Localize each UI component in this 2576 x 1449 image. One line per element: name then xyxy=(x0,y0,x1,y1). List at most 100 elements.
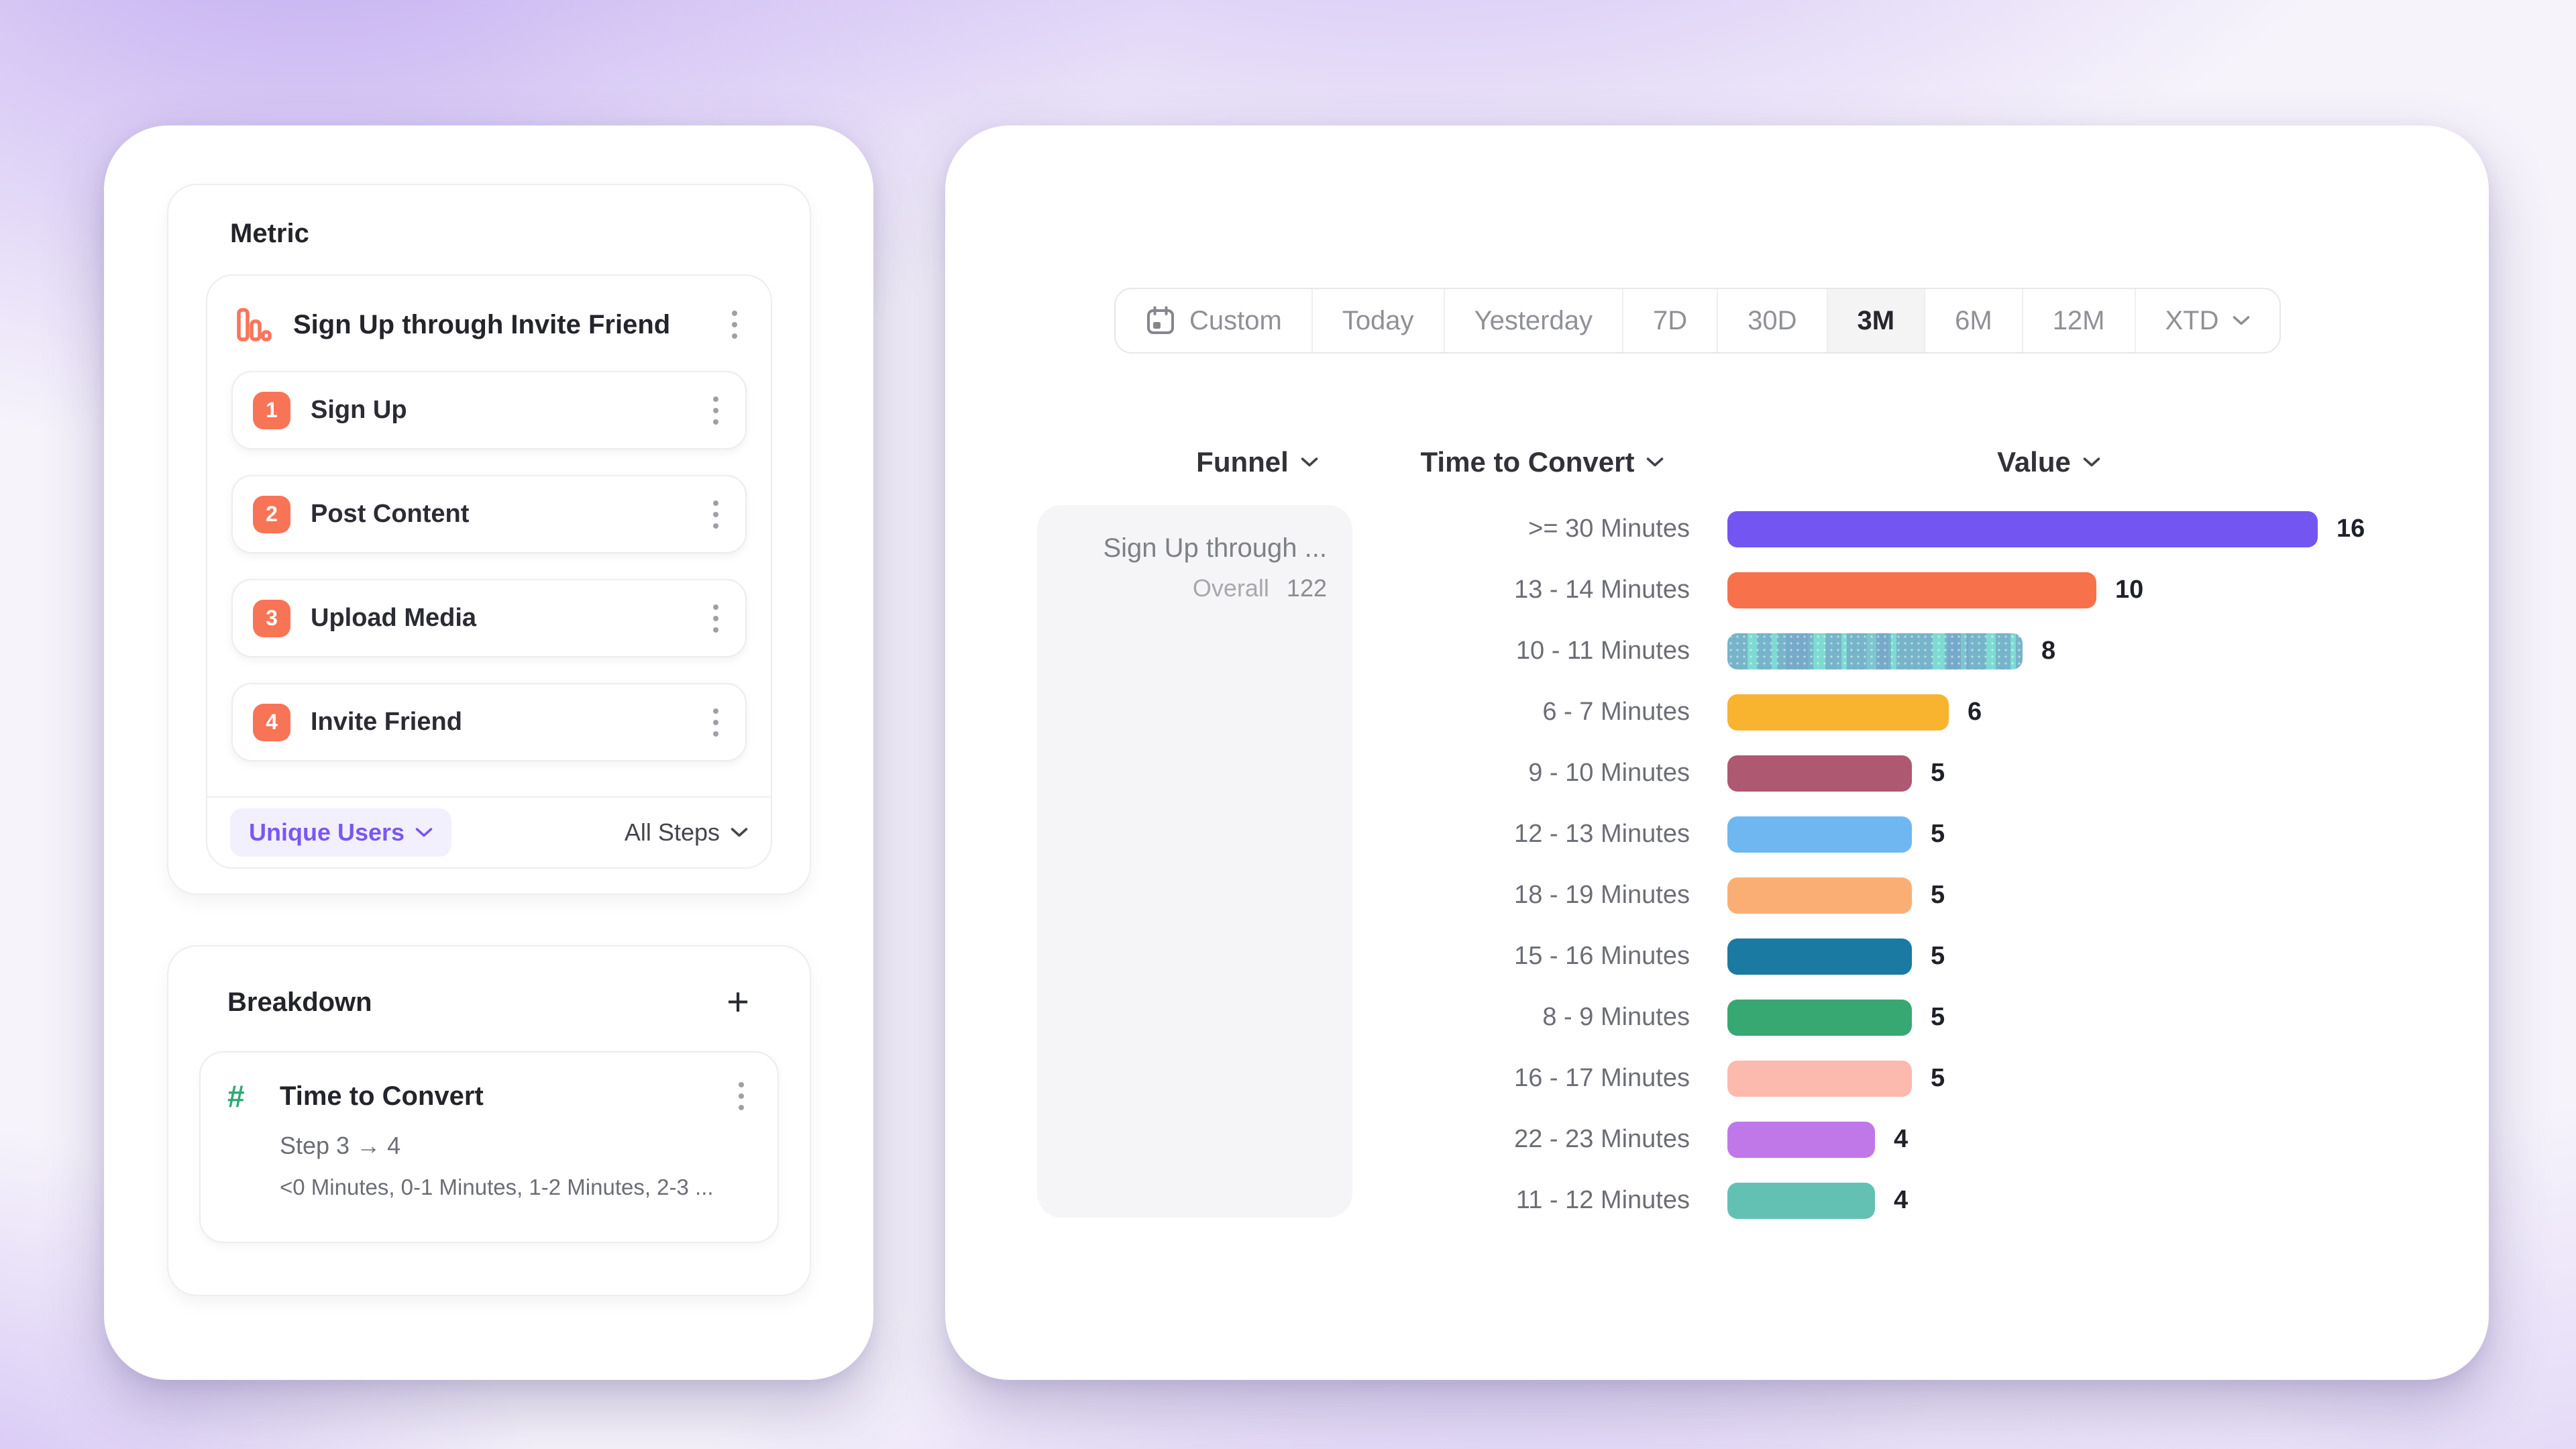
kebab-menu-icon[interactable] xyxy=(706,600,725,637)
chart-value-label: 5 xyxy=(1931,881,1945,909)
chart-category-label: 13 - 14 Minutes xyxy=(1514,576,1690,604)
chart-value-label: 8 xyxy=(2041,637,2056,665)
chart-value-label: 5 xyxy=(1931,1003,1945,1031)
range-option-label: 12M xyxy=(2052,305,2105,335)
breakdown-property-name: Time to Convert xyxy=(280,1081,484,1111)
range-option-7d[interactable]: 7D xyxy=(1623,289,1719,352)
calendar-icon xyxy=(1147,306,1174,334)
funnel-step-post-content[interactable]: 2 Post Content xyxy=(231,475,747,553)
kebab-menu-icon[interactable] xyxy=(725,307,744,343)
chart-row: 13 - 14 Minutes 10 xyxy=(1375,559,2365,621)
chevron-down-icon xyxy=(415,828,433,837)
chart-category-label: 12 - 13 Minutes xyxy=(1514,820,1690,848)
metric-card: Metric Sign Up through Invite Friend 1 Si… xyxy=(167,184,811,895)
chart-bar[interactable] xyxy=(1727,877,1912,914)
step-label: Upload Media xyxy=(311,604,477,632)
counting-method-dropdown[interactable]: Unique Users xyxy=(230,808,452,857)
chart-bar-track: 5 xyxy=(1727,755,1945,792)
add-breakdown-button[interactable]: + xyxy=(727,980,749,1024)
funnel-cell[interactable]: Sign Up through ... Overall 122 xyxy=(1037,505,1352,1218)
chart-bar-track: 5 xyxy=(1727,816,1945,853)
chart-row: 15 - 16 Minutes 5 xyxy=(1375,926,2365,987)
chart-row: 11 - 12 Minutes 4 xyxy=(1375,1170,2365,1231)
range-option-label: 7D xyxy=(1653,305,1688,335)
step-number-badge: 3 xyxy=(253,599,290,637)
chart-bar[interactable] xyxy=(1727,1182,1875,1219)
breakdown-card: Breakdown + # Time to Convert Step 3 → 4… xyxy=(167,945,811,1296)
chart-row: 8 - 9 Minutes 5 xyxy=(1375,987,2365,1048)
breakdown-property-row: # Time to Convert xyxy=(227,1078,751,1114)
range-option-30d[interactable]: 30D xyxy=(1718,289,1828,352)
chart-bar[interactable] xyxy=(1727,816,1912,853)
chart-category-label: 15 - 16 Minutes xyxy=(1514,942,1690,970)
steps-scope-label: All Steps xyxy=(624,818,720,846)
funnel-step-upload-media[interactable]: 3 Upload Media xyxy=(231,579,747,657)
chart-category-label: 8 - 9 Minutes xyxy=(1542,1003,1690,1031)
chart-value-label: 5 xyxy=(1931,759,1945,787)
step-number-badge: 4 xyxy=(253,703,290,741)
range-option-today[interactable]: Today xyxy=(1313,289,1445,352)
breakdown-section-title: Breakdown xyxy=(227,987,372,1017)
kebab-menu-icon[interactable] xyxy=(706,496,725,533)
query-builder-panel: Metric Sign Up through Invite Friend 1 Si… xyxy=(104,125,873,1380)
range-option-yesterday[interactable]: Yesterday xyxy=(1445,289,1623,352)
chart-category-label: 6 - 7 Minutes xyxy=(1542,698,1690,726)
range-option-xtd[interactable]: XTD xyxy=(2136,289,2279,352)
chevron-down-icon xyxy=(1647,458,1664,467)
chart-row: 10 - 11 Minutes 8 xyxy=(1375,621,2365,682)
chart-bar[interactable] xyxy=(1727,1060,1912,1097)
step-label: Post Content xyxy=(311,500,470,528)
range-option-label: XTD xyxy=(2165,305,2219,335)
hash-icon: # xyxy=(227,1079,245,1114)
chart-value-label: 5 xyxy=(1931,820,1945,848)
range-option-label: 3M xyxy=(1857,305,1895,335)
funnel-cell-overall: Overall 122 xyxy=(1057,574,1327,602)
range-option-label: Yesterday xyxy=(1474,305,1593,335)
range-option-6m[interactable]: 6M xyxy=(1925,289,2023,352)
chart-bar[interactable] xyxy=(1727,572,2096,608)
chart-value-label: 6 xyxy=(1968,698,1982,726)
date-range-picker: Custom Today Yesterday 7D 30D 3M 6M 12M XTD xyxy=(1114,288,2281,354)
chart-bar-track: 5 xyxy=(1727,999,1945,1036)
breakdown-values-preview: <0 Minutes, 0-1 Minutes, 1-2 Minutes, 2-… xyxy=(280,1175,714,1199)
chart-bar[interactable] xyxy=(1727,999,1912,1036)
kebab-menu-icon[interactable] xyxy=(706,704,725,741)
chart-bar-track: 16 xyxy=(1727,511,2365,547)
chart-value-label: 4 xyxy=(1894,1186,1909,1214)
column-header-value-label: Value xyxy=(1997,446,2071,478)
chart-value-label: 5 xyxy=(1931,1064,1945,1092)
column-header-time-to-convert[interactable]: Time to Convert xyxy=(1415,446,1670,478)
overall-label: Overall xyxy=(1192,574,1269,602)
chart-category-label: 22 - 23 Minutes xyxy=(1514,1125,1690,1153)
chart-bar[interactable] xyxy=(1727,938,1912,975)
chart-row: 6 - 7 Minutes 6 xyxy=(1375,682,2365,743)
bar-chart: >= 30 Minutes 16 13 - 14 Minutes 10 10 - 11 … xyxy=(1375,498,2365,1231)
kebab-menu-icon[interactable] xyxy=(706,392,725,429)
chart-bar[interactable] xyxy=(1727,694,1949,731)
step-label: Sign Up xyxy=(311,396,407,424)
column-header-value[interactable]: Value xyxy=(1938,446,2159,478)
range-option-12m[interactable]: 12M xyxy=(2023,289,2136,352)
metric-section-title: Metric xyxy=(230,219,309,248)
chart-bar[interactable] xyxy=(1727,1121,1875,1158)
chart-category-label: >= 30 Minutes xyxy=(1528,515,1690,543)
column-header-funnel[interactable]: Funnel xyxy=(1167,446,1348,478)
chevron-down-icon xyxy=(1301,458,1318,467)
breakdown-property-card[interactable]: # Time to Convert Step 3 → 4 <0 Minutes,… xyxy=(199,1051,779,1243)
chart-bar[interactable] xyxy=(1727,633,2023,669)
funnel-step-sign-up[interactable]: 1 Sign Up xyxy=(231,371,747,449)
funnel-header: Sign Up through Invite Friend xyxy=(207,276,771,371)
chart-bar[interactable] xyxy=(1727,511,2318,547)
chart-row: 12 - 13 Minutes 5 xyxy=(1375,804,2365,865)
chart-bar-track: 5 xyxy=(1727,1060,1945,1097)
funnel-step-invite-friend[interactable]: 4 Invite Friend xyxy=(231,683,747,761)
range-option-3m[interactable]: 3M xyxy=(1827,289,1926,352)
range-option-label: 30D xyxy=(1748,305,1797,335)
steps-scope-dropdown[interactable]: All Steps xyxy=(625,818,748,847)
funnel-cell-name: Sign Up through ... xyxy=(1103,533,1327,563)
chart-bar[interactable] xyxy=(1727,755,1912,792)
range-option-custom[interactable]: Custom xyxy=(1116,289,1313,352)
kebab-menu-icon[interactable] xyxy=(732,1078,751,1114)
chevron-down-icon xyxy=(731,828,748,837)
chart-bar-track: 4 xyxy=(1727,1121,1908,1158)
